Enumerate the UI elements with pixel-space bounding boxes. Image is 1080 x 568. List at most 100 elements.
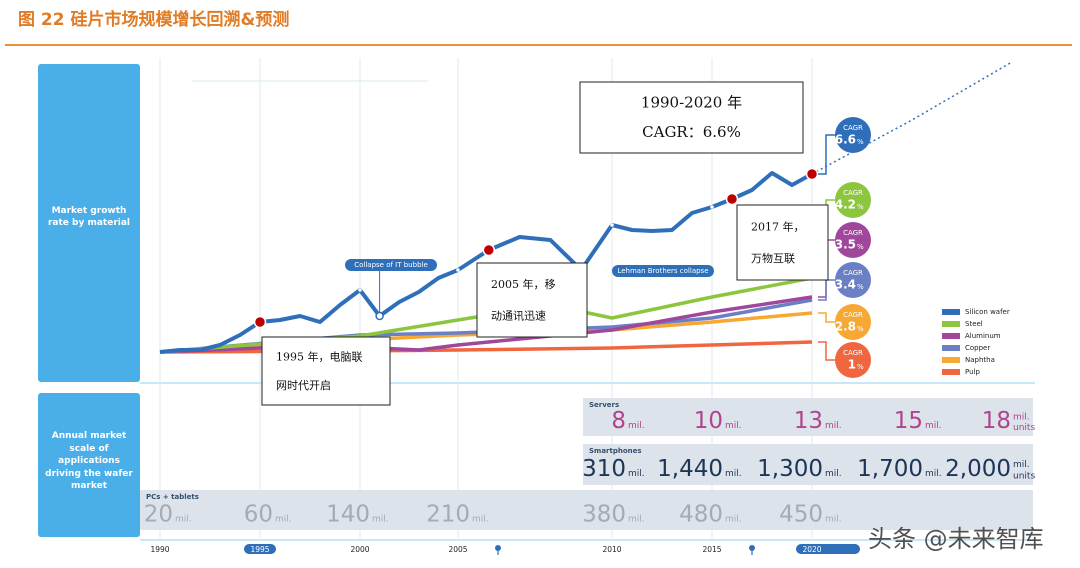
market-row — [583, 398, 1033, 436]
event-pill — [345, 259, 437, 271]
cagr-value: 2.8 — [835, 320, 856, 334]
highlight-dot — [482, 243, 496, 257]
cagr-label: CAGR — [843, 229, 863, 237]
market-value: 2,000 — [945, 456, 1011, 482]
watermark: 头条 @未来智库 — [868, 525, 1044, 553]
cagr-value: 6.6 — [835, 133, 856, 147]
market-unit: mil. — [725, 469, 742, 479]
annotation-box — [736, 204, 829, 281]
legend-label: Silicon wafer — [965, 308, 1010, 316]
cagr-label: CAGR — [843, 189, 863, 197]
highlight-dot — [725, 192, 739, 206]
legend-swatch — [942, 357, 960, 363]
market-unit: mil. — [175, 514, 192, 524]
highlight-dot — [253, 315, 267, 329]
market-value: 450 — [779, 501, 823, 527]
market-unit: mil. — [372, 514, 389, 524]
market-unit: mil. — [1013, 460, 1030, 470]
annotation-text: 2005 年，移 — [491, 277, 556, 291]
annotation-text: 网时代开启 — [276, 379, 331, 392]
legend-label: Pulp — [965, 368, 980, 376]
legend-swatch — [942, 309, 960, 315]
x-tick-label: 2005 — [448, 545, 467, 554]
cagr-unit: % — [857, 203, 864, 211]
growth-panel — [38, 64, 140, 382]
cagr-bubble — [835, 182, 871, 218]
market-row — [140, 490, 1033, 530]
cagr-bubble — [835, 304, 871, 340]
applications-panel-label-box: Annual market scale of applications driv… — [45, 431, 133, 491]
cagr-bubble — [835, 117, 871, 153]
cagr-bubble — [835, 342, 871, 378]
cagr-label: CAGR — [843, 124, 863, 132]
x-tick-label: 2010 — [602, 545, 621, 554]
market-unit: mil. — [628, 421, 645, 431]
cagr-value: 3.5 — [835, 238, 856, 252]
x-tick-label: 2020 — [802, 545, 821, 554]
market-value: 60 — [244, 501, 273, 527]
market-value: 1,300 — [757, 456, 823, 482]
legend-swatch — [942, 333, 960, 339]
annotation-text: 1990-2020 年 — [641, 93, 742, 111]
market-unit: mil. — [628, 514, 645, 524]
point — [456, 268, 460, 272]
point — [610, 223, 614, 227]
market-unit: mil. — [825, 469, 842, 479]
event-point — [375, 311, 384, 321]
annotation-text: 万物互联 — [751, 251, 795, 265]
legend-swatch — [942, 345, 960, 351]
cagr-label: CAGR — [843, 311, 863, 319]
market-value: 1,440 — [657, 456, 723, 482]
cagr-unit: % — [857, 363, 864, 371]
event-pill — [612, 265, 714, 277]
cagr-bubble — [835, 222, 871, 258]
legend-label: Aluminum — [965, 332, 1001, 340]
annotation-text: 动通讯迅速 — [491, 309, 546, 322]
market-name: Smartphones — [589, 447, 642, 455]
point — [710, 205, 714, 209]
cagr-value: 3.4 — [835, 278, 856, 292]
event-label: Collapse of IT bubble — [354, 261, 428, 269]
market-value: 380 — [582, 501, 626, 527]
market-value: 15 — [894, 408, 923, 434]
applications-panel-label: Annual market scale of applications driv… — [45, 431, 133, 491]
point — [358, 288, 362, 292]
market-unit: mil. — [725, 421, 742, 431]
cagr-bracket — [818, 312, 836, 323]
market-value: 210 — [426, 501, 470, 527]
annotation-box — [476, 262, 588, 338]
x-tick-label: 2000 — [350, 545, 369, 554]
market-value: 140 — [326, 501, 370, 527]
figure-title: 图 22 硅片市场规模增长回溯&预测 — [18, 9, 289, 30]
market-unit-extra: units — [1013, 423, 1035, 433]
market-unit: mil. — [275, 514, 292, 524]
cagr-value: 1 — [848, 358, 856, 372]
cagr-bracket — [818, 279, 836, 301]
cagr-unit: % — [857, 325, 864, 333]
market-unit: mil. — [725, 514, 742, 524]
annotation-text: CAGR：6.6% — [642, 123, 741, 141]
cagr-value: 4.2 — [835, 198, 856, 212]
growth-panel-label: Market growth rate by material — [47, 206, 131, 228]
market-unit: mil. — [925, 421, 942, 431]
market-value: 1,700 — [857, 456, 923, 482]
market-unit-extra: units — [1013, 471, 1035, 481]
tick-pill — [244, 544, 276, 554]
annotation-text: 1995 年，电脑联 — [276, 349, 363, 363]
highlight-dot — [805, 167, 819, 181]
market-row — [583, 444, 1033, 485]
cagr-label: CAGR — [843, 349, 863, 357]
cagr-unit: % — [857, 138, 864, 146]
cagr-bracket — [818, 341, 836, 361]
market-unit: mil. — [825, 514, 842, 524]
legend-label: Naphtha — [965, 356, 995, 364]
legend-label: Steel — [965, 320, 983, 328]
legend-swatch — [942, 369, 960, 375]
x-tick-label: 2015 — [702, 545, 721, 554]
x-tick-label: 1990 — [150, 545, 169, 554]
cagr-bubble — [835, 262, 871, 298]
market-value: 10 — [694, 408, 723, 434]
tick-pill — [796, 544, 860, 554]
forecast-line — [811, 61, 1013, 175]
market-value: 310 — [582, 456, 626, 482]
